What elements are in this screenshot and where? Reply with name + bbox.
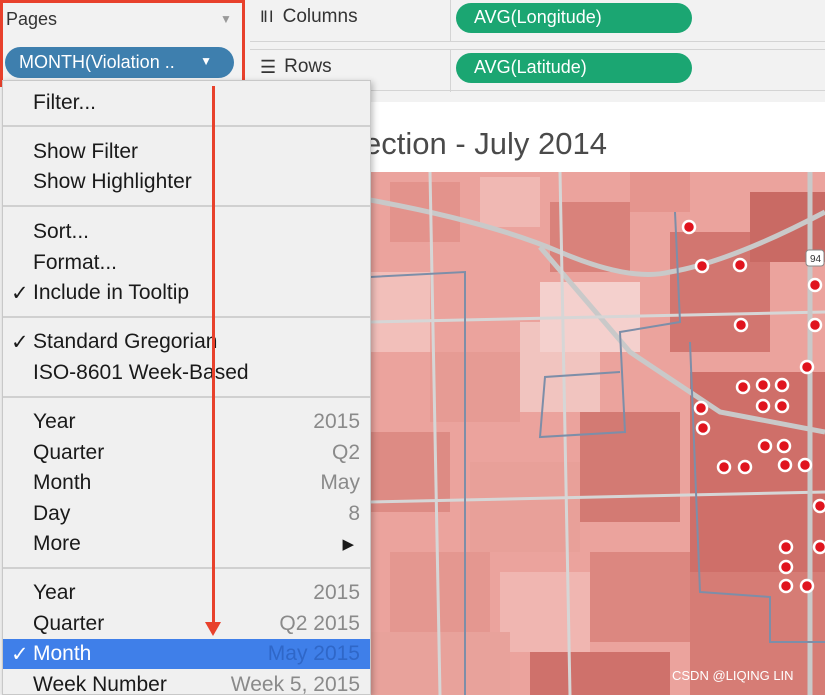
rows-icon: ☰ — [260, 56, 277, 77]
menu-item-standard-gregorian[interactable]: ✓ Standard Gregorian — [3, 327, 370, 357]
menu-item-filter[interactable]: Filter... — [3, 88, 370, 118]
menu-item-day-part[interactable]: Day 8 — [3, 499, 370, 529]
columns-shelf-label: ⅡⅠ Columns — [260, 6, 358, 28]
menu-separator — [3, 396, 370, 398]
menu-item-value: Q2 2015 — [279, 612, 360, 635]
checkmark-icon: ✓ — [11, 331, 29, 354]
menu-separator — [3, 125, 370, 127]
highway-shield-label: 94 — [810, 254, 822, 265]
menu-item-month-value[interactable]: ✓ Month May 2015 — [3, 639, 370, 669]
watermark: CSDN @LIQING LIN — [672, 668, 794, 683]
month-field-pill-label: MONTH(Violation .. — [19, 52, 175, 72]
menu-item-week-number[interactable]: Week Number Week 5, 2015 — [3, 670, 370, 695]
menu-item-quarter-value[interactable]: Quarter Q2 2015 — [3, 609, 370, 639]
menu-item-sort[interactable]: Sort... — [3, 217, 370, 247]
menu-item-iso-8601[interactable]: ISO-8601 Week-Based — [3, 358, 370, 388]
menu-item-more[interactable]: More ▶ — [3, 529, 370, 559]
triangle-right-icon: ▶ — [342, 536, 354, 553]
menu-separator — [3, 316, 370, 318]
menu-item-value: Week 5, 2015 — [230, 673, 360, 695]
annotation-arrow-line — [212, 86, 215, 626]
checkmark-icon: ✓ — [11, 643, 29, 666]
checkmark-icon: ✓ — [11, 282, 29, 305]
shelf-divider — [450, 0, 451, 42]
menu-item-value: Q2 — [331, 441, 360, 464]
menu-item-quarter-part[interactable]: Quarter Q2 — [3, 438, 370, 468]
menu-item-label: Include in Tooltip — [33, 281, 190, 304]
annotation-highlight-box — [0, 0, 245, 87]
context-menu: Filter... Show Filter Show Highlighter S… — [2, 80, 371, 695]
menu-item-value: 8 — [348, 502, 360, 525]
menu-item-label: Show Filter — [33, 140, 139, 163]
rows-shelf-label: ☰ Rows — [260, 56, 332, 78]
caret-down-icon[interactable]: ▼ — [200, 54, 212, 68]
annotation-arrow-head-icon — [205, 622, 221, 636]
menu-item-label: Week Number — [33, 673, 167, 695]
menu-item-label: Sort... — [33, 220, 90, 243]
columns-label-text: Columns — [282, 6, 358, 27]
menu-item-value: May 2015 — [267, 642, 360, 665]
shelf-divider — [450, 50, 451, 92]
menu-item-label: Year — [33, 581, 76, 604]
menu-item-label: Day — [33, 502, 71, 525]
menu-item-month-part[interactable]: Month May — [3, 468, 370, 498]
month-field-pill[interactable]: MONTH(Violation .. ▼ — [5, 47, 234, 78]
menu-item-year-value[interactable]: Year 2015 — [3, 578, 370, 608]
menu-item-label: Standard Gregorian — [33, 330, 218, 353]
menu-item-value: 2015 — [313, 581, 360, 604]
menu-item-label: Filter... — [33, 91, 97, 114]
menu-separator — [3, 205, 370, 207]
menu-item-include-in-tooltip[interactable]: ✓ Include in Tooltip — [3, 278, 370, 308]
rows-label-text: Rows — [284, 56, 332, 77]
menu-separator — [3, 567, 370, 569]
menu-item-label: Month — [33, 642, 92, 665]
menu-item-label: Show Highlighter — [33, 170, 192, 193]
menu-item-label: Quarter — [33, 441, 105, 464]
columns-icon: ⅡⅠ — [260, 9, 275, 26]
map-canvas: 94 — [370, 172, 825, 695]
menu-item-format[interactable]: Format... — [3, 248, 370, 278]
menu-item-show-filter[interactable]: Show Filter — [3, 137, 370, 167]
pages-card[interactable]: Pages ▼ MONTH(Violation .. ▼ — [0, 0, 248, 95]
menu-item-year-part[interactable]: Year 2015 — [3, 407, 370, 437]
menu-item-label: ISO-8601 Week-Based — [33, 361, 249, 384]
latitude-pill[interactable]: AVG(Latitude) — [456, 53, 692, 83]
columns-shelf[interactable]: ⅡⅠ Columns AVG(Longitude) — [250, 0, 825, 42]
menu-item-value: May — [320, 471, 360, 494]
viz-title: ection - July 2014 — [364, 126, 607, 161]
pages-card-title: Pages — [6, 9, 58, 29]
menu-item-label: Year — [33, 410, 76, 433]
menu-item-label: Month — [33, 471, 92, 494]
menu-item-label: More — [33, 532, 81, 555]
longitude-pill[interactable]: AVG(Longitude) — [456, 3, 692, 33]
menu-item-value: 2015 — [313, 410, 360, 433]
menu-item-label: Format... — [33, 251, 118, 274]
menu-item-label: Quarter — [33, 612, 105, 635]
map-view[interactable]: 94 — [370, 172, 825, 695]
caret-down-icon[interactable]: ▼ — [220, 12, 232, 26]
menu-item-show-highlighter[interactable]: Show Highlighter — [3, 167, 370, 197]
